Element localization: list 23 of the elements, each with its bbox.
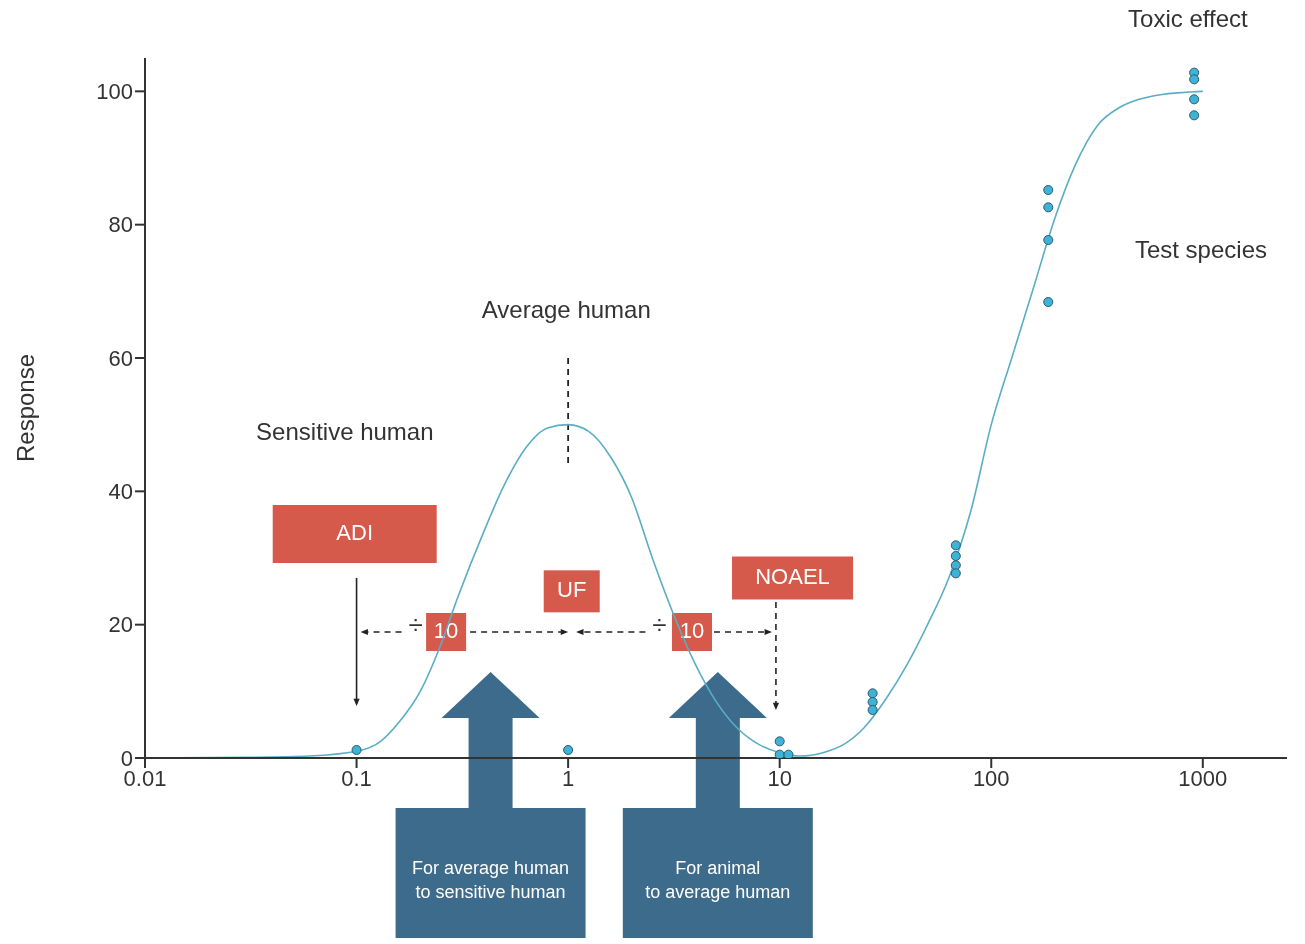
- annotation: ADI: [336, 519, 374, 545]
- text: For average human to sensitive human: [411, 857, 571, 904]
- annotation: 10: [679, 617, 705, 643]
- annotation: ÷: [408, 610, 423, 641]
- y-axis-title: Response: [11, 353, 39, 463]
- annotation: Sensitive human: [256, 417, 434, 445]
- x-tick-label: 10: [767, 765, 792, 791]
- annotation: ÷: [652, 610, 667, 641]
- annotation: UF: [557, 577, 587, 603]
- y-tick-label: 40: [108, 479, 133, 505]
- x-tick-label: 0.1: [341, 765, 372, 791]
- annotation: NOAEL: [755, 563, 830, 589]
- text: Toxic effect: [1128, 5, 1249, 33]
- x-tick-label: 1: [562, 765, 575, 791]
- y-tick-label: 80: [108, 212, 133, 238]
- text: For animal to average human: [644, 857, 792, 904]
- annotation: Test species: [1134, 235, 1267, 263]
- x-tick-label: 1000: [1178, 765, 1228, 791]
- annotation: Average human: [481, 295, 651, 323]
- y-tick-label: 60: [108, 345, 133, 371]
- y-tick-label: 20: [108, 612, 133, 638]
- y-tick-label: 100: [96, 79, 133, 105]
- x-tick-label: 100: [972, 765, 1010, 791]
